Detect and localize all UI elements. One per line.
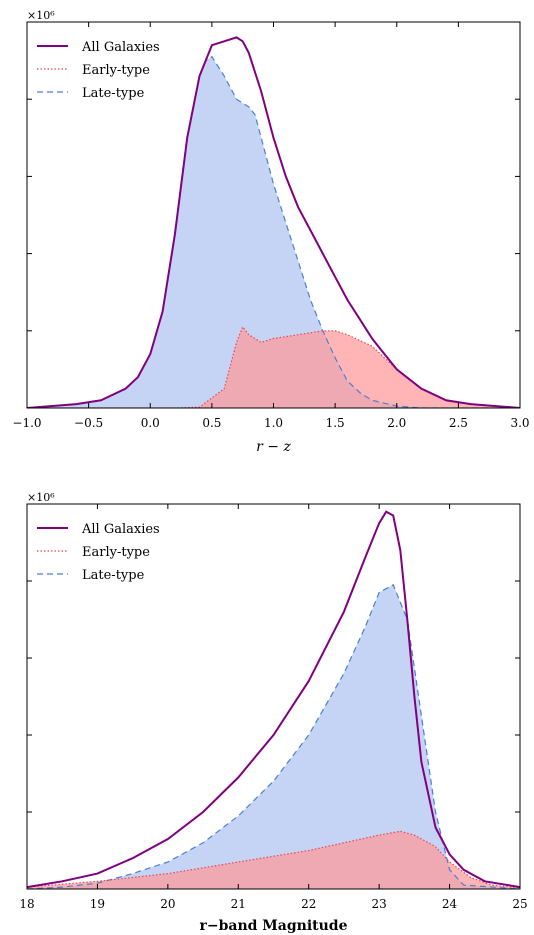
x-tick-label: 18 bbox=[19, 897, 34, 911]
early-type-line bbox=[27, 830, 520, 889]
all-galaxies-line bbox=[27, 36, 520, 408]
x-tick-label: 2.0 bbox=[387, 416, 406, 430]
all-galaxies-line bbox=[27, 510, 520, 889]
x-tick-label: 0.0 bbox=[141, 416, 160, 430]
late-type-area bbox=[27, 584, 520, 889]
x-tick-label: 3.0 bbox=[510, 416, 529, 430]
x-tick-label: −1.0 bbox=[12, 416, 41, 430]
early-type-area bbox=[27, 831, 520, 889]
legend: All Galaxies Early-type Late-type bbox=[37, 40, 160, 101]
legend-label: Late-type bbox=[82, 86, 145, 101]
x-tick-label: 20 bbox=[160, 897, 175, 911]
y-exponent-label: ×10⁶ bbox=[27, 491, 55, 504]
legend-label: Early-type bbox=[82, 545, 150, 560]
plot-area bbox=[27, 510, 520, 889]
late-type-line bbox=[27, 55, 520, 408]
chart-panel-2: 18 19 20 21 22 23 24 25 ×10⁶ r−band Magnitude All … bbox=[19, 491, 527, 934]
legend-label: All Galaxies bbox=[81, 522, 160, 537]
y-exponent-label: ×10⁶ bbox=[27, 9, 55, 22]
x-tick-label: 2.5 bbox=[449, 416, 468, 430]
x-tick-label: 1.5 bbox=[326, 416, 345, 430]
x-tick-label: 24 bbox=[442, 897, 458, 911]
x-axis-label: r−band Magnitude bbox=[199, 918, 347, 934]
x-tick-label: 0.5 bbox=[202, 416, 221, 430]
late-type-area bbox=[27, 56, 520, 408]
x-tick-label: 22 bbox=[301, 897, 316, 911]
x-tick-label: 1.0 bbox=[264, 416, 283, 430]
x-axis-label: r − z bbox=[256, 439, 291, 455]
x-tick-label: 25 bbox=[512, 897, 527, 911]
late-type-line bbox=[27, 583, 520, 889]
legend-label: All Galaxies bbox=[81, 40, 160, 55]
x-tick-label: 21 bbox=[231, 897, 246, 911]
legend-label: Early-type bbox=[82, 63, 150, 78]
x-tick-label: 19 bbox=[90, 897, 105, 911]
x-tick-label: −0.5 bbox=[74, 416, 103, 430]
x-tick-label: 23 bbox=[372, 897, 387, 911]
early-type-area bbox=[27, 326, 520, 408]
plot-area bbox=[27, 36, 520, 408]
axes-frame bbox=[26, 503, 521, 890]
legend-label: Late-type bbox=[82, 568, 145, 583]
chart-panel-1: −1.0 −0.5 0.0 0.5 1.0 1.5 2.0 2.5 3.0 ×10⁶ r − z Al… bbox=[12, 9, 529, 455]
legend: All Galaxies Early-type Late-type bbox=[37, 522, 160, 583]
